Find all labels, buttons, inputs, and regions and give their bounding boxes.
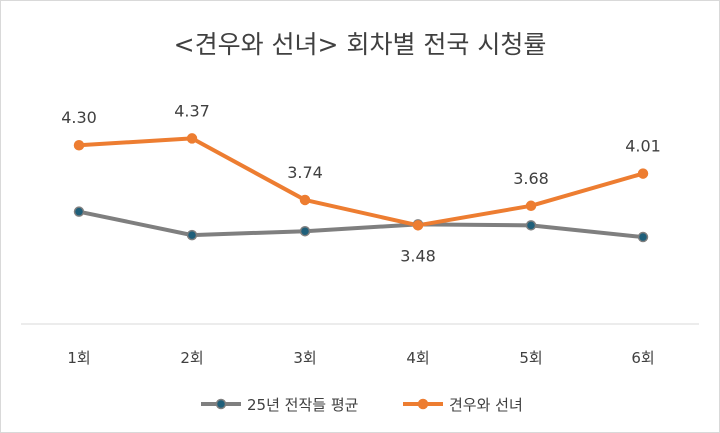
data-label: 3.68	[513, 169, 549, 188]
plot-area: 4.30 4.37 3.74 3.48 3.68 4.01	[61, 101, 661, 265]
x-tick-label: 3회	[293, 349, 316, 367]
legend-label-main: 견우와 선녀	[449, 396, 523, 414]
x-tick-label: 6회	[631, 349, 654, 367]
data-point-main	[186, 133, 198, 144]
data-point-average	[637, 231, 649, 243]
x-tick-label: 2회	[180, 349, 203, 367]
data-point-average	[299, 225, 311, 237]
x-tick-label: 1회	[67, 349, 90, 367]
series-line-average	[78, 209, 644, 240]
data-label: 4.37	[174, 101, 210, 120]
legend-marker-main	[417, 398, 429, 410]
data-label: 4.30	[61, 108, 97, 127]
legend-marker-average	[215, 398, 227, 410]
x-tick-label: 4회	[406, 349, 429, 367]
series-line-main	[78, 136, 644, 228]
x-tick-label: 5회	[519, 349, 542, 367]
data-point-average	[186, 229, 198, 241]
data-label: 4.01	[625, 137, 661, 156]
data-point-main	[412, 220, 424, 231]
data-point-main	[73, 139, 85, 151]
data-label: 3.74	[287, 163, 323, 182]
legend-label-average: 25년 전작들 평균	[247, 396, 359, 414]
x-axis-tick-labels: 1회 2회 3회 4회 5회 6회	[67, 349, 654, 367]
data-label: 3.48	[400, 246, 436, 265]
data-point-main	[299, 194, 311, 206]
legend: 25년 전작들 평균 견우와 선녀	[201, 396, 523, 414]
data-point-average	[73, 206, 85, 217]
data-point-main	[637, 168, 649, 179]
data-point-average	[525, 220, 537, 231]
chart-title: <견우와 선녀> 회차별 전국 시청률	[174, 30, 547, 59]
data-point-main	[525, 200, 537, 212]
